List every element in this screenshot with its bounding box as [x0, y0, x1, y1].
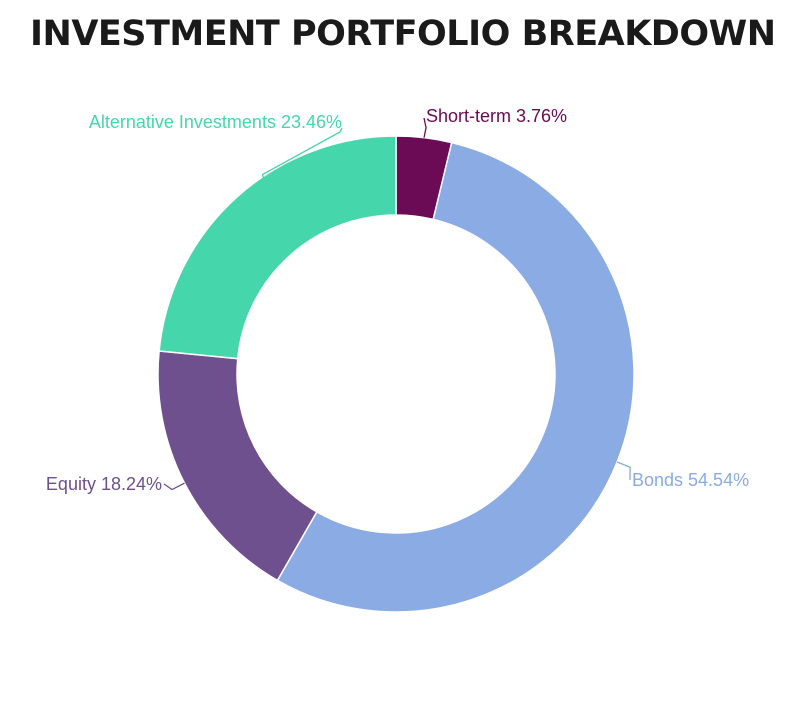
slice-alternative-investments[interactable] [158, 135, 397, 360]
slice-equity[interactable] [157, 350, 318, 582]
label-bonds: Bonds 54.54% [632, 470, 749, 490]
connector-short-term [423, 117, 427, 138]
label-short-term: Short-term 3.76% [426, 106, 567, 126]
label-connectors [163, 117, 631, 491]
donut-slices [157, 135, 635, 613]
connector-equity [163, 482, 185, 491]
slice-labels: Short-term 3.76% Bonds 54.54% Equity 18.24… [46, 106, 749, 494]
connector-alternative-investments [261, 127, 343, 181]
label-equity: Equity 18.24% [46, 474, 162, 494]
slice-bonds[interactable] [276, 141, 635, 613]
chart-title: INVESTMENT PORTFOLIO BREAKDOWN [30, 14, 776, 54]
label-alternative-investments: Alternative Investments 23.46% [89, 112, 342, 132]
connector-bonds [616, 461, 631, 481]
